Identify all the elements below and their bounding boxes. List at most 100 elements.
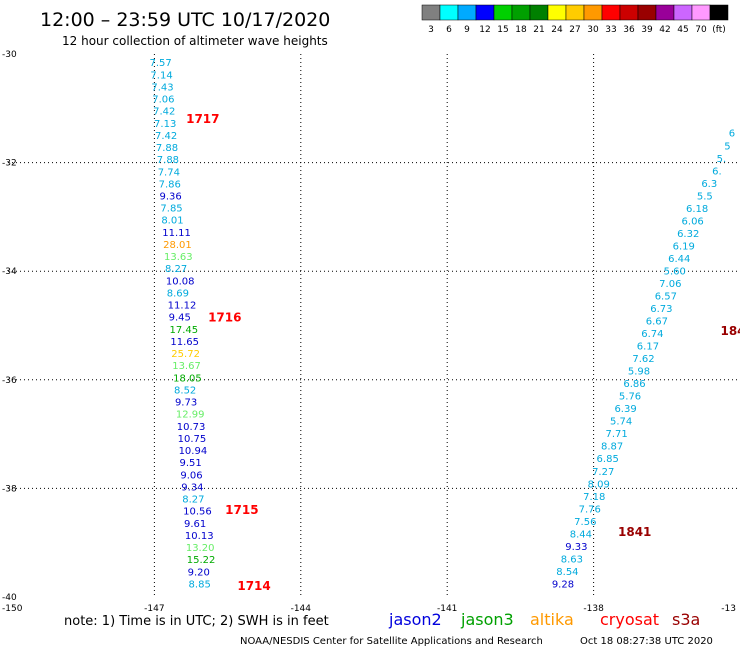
colorbar-label: 30: [587, 25, 599, 35]
wave-height-point: 11.65: [170, 337, 199, 348]
colorbar-label: 36: [623, 25, 635, 35]
chart-title: 12:00 – 23:59 UTC 10/17/2020: [40, 9, 330, 31]
satellite-cryosat: cryosat: [600, 610, 659, 629]
colorbar-swatch: [637, 4, 657, 21]
wave-height-point: 7.42: [153, 107, 175, 118]
satellite-jason3: jason3: [460, 610, 514, 629]
pass-time-label: 184: [720, 324, 740, 338]
pass-time-label: 1715: [225, 503, 258, 517]
wave-height-point: 6.: [712, 166, 722, 177]
wave-height-point: 7.57: [150, 58, 172, 69]
wave-height-point: 17.45: [169, 325, 198, 336]
wave-height-point: 10.73: [177, 422, 206, 433]
wave-height-point: 6.57: [655, 291, 677, 302]
wave-height-point: 6.06: [682, 216, 704, 227]
wave-height-point: 6: [729, 129, 735, 140]
wave-height-point: 8.87: [601, 442, 623, 453]
colorbar-swatch: [709, 4, 729, 21]
colorbar-swatch: [547, 4, 567, 21]
colorbar-swatch: [565, 4, 585, 21]
colorbar-label: 27: [569, 25, 580, 35]
wave-height-point: 10.13: [185, 531, 214, 542]
wave-height-point: 7.62: [632, 354, 654, 365]
wave-height-point: 13.20: [186, 543, 215, 554]
wave-height-point: 5.60: [664, 266, 686, 277]
x-tick-label: -138: [583, 604, 604, 614]
colorbar-swatch: [691, 4, 711, 21]
wave-height-point: 8.85: [189, 579, 211, 590]
y-tick-label: -40: [2, 593, 17, 603]
wave-height-point: 8.52: [174, 385, 196, 396]
wave-height-point: 10.08: [166, 276, 195, 287]
wave-height-point: 6.17: [637, 342, 659, 353]
wave-height-point: 5.: [717, 154, 727, 165]
wave-height-point: 8.27: [182, 495, 204, 506]
wave-height-point: 18.05: [173, 373, 202, 384]
wave-height-point: 6.86: [623, 379, 645, 390]
wave-height-point: 6.3: [701, 179, 717, 190]
colorbar-swatch: [529, 4, 549, 21]
wave-height-point: 7.43: [151, 82, 173, 93]
colorbar-label: 12: [479, 25, 490, 35]
wave-height-point: 7.56: [574, 517, 596, 528]
y-tick-label: -34: [2, 267, 17, 277]
footer-credit: NOAA/NESDIS Center for Satellite Applica…: [240, 636, 543, 647]
wave-height-point: 9.36: [160, 191, 182, 202]
wave-height-point: 9.06: [180, 470, 202, 481]
wave-height-point: 7.42: [155, 131, 177, 142]
colorbar-swatch: [655, 4, 675, 21]
colorbar-swatch: [619, 4, 639, 21]
wave-height-point: 6.39: [614, 404, 636, 415]
wave-height-point: 8.69: [167, 288, 189, 299]
colorbar-label: 3: [428, 25, 434, 35]
longitude-tick-labels: -150 -147 -144 -141 -138 -13: [2, 604, 736, 614]
x-tick-label: -147: [144, 604, 164, 614]
wave-height-values: 7.577.147.437.067.427.137.427.887.887.74…: [150, 58, 736, 590]
wave-height-point: 7.06: [659, 279, 681, 290]
map-grid: [8, 54, 740, 597]
colorbar-label: 42: [659, 25, 670, 35]
colorbar-label: 70: [695, 25, 707, 35]
wave-height-point: 7.27: [592, 467, 614, 478]
colorbar-label: 21: [533, 25, 544, 35]
satellite-legend: jason2 jason3 altika cryosat s3a: [388, 610, 700, 629]
wave-height-point: 12.99: [176, 410, 205, 421]
colorbar-label: 39: [641, 25, 653, 35]
colorbar-swatch: [439, 4, 459, 21]
colorbar-label: 18: [515, 25, 527, 35]
colorbar-label: 9: [464, 25, 470, 35]
wave-height-point: 10.75: [178, 434, 207, 445]
wave-height-point: 7.71: [605, 429, 627, 440]
wave-height-point: 13.63: [164, 252, 193, 263]
x-tick-label: -150: [2, 604, 23, 614]
colorbar-label: 24: [551, 25, 563, 35]
wave-height-point: 5.5: [697, 191, 713, 202]
latitude-tick-labels: -30 -32 -34 -36 -38 -40: [2, 50, 17, 603]
wave-height-point: 8.01: [161, 216, 183, 227]
wave-height-point: 6.73: [650, 304, 672, 315]
x-tick-label: -141: [437, 604, 457, 614]
wave-height-point: 5.76: [619, 392, 641, 403]
x-tick-label: -144: [291, 604, 312, 614]
wave-height-point: 5.98: [628, 367, 650, 378]
footer-timestamp: Oct 18 08:27:38 UTC 2020: [580, 636, 713, 647]
wave-height-point: 25.72: [171, 349, 200, 360]
wave-height-point: 9.51: [179, 458, 201, 469]
wave-height-point: 28.01: [163, 240, 192, 251]
pass-time-label: 1716: [208, 310, 241, 324]
wave-height-point: 7.76: [579, 504, 601, 515]
pass-time-label: 1714: [237, 579, 270, 593]
colorbar-swatch: [493, 4, 513, 21]
colorbar-swatch: [673, 4, 693, 21]
wave-height-point: 7.86: [159, 179, 181, 190]
wave-height-point: 7.13: [154, 119, 176, 130]
wave-height-point: 7.06: [152, 95, 174, 106]
wave-height-point: 10.94: [179, 446, 208, 457]
colorbar-swatch: [601, 4, 621, 21]
wave-height-point: 6.85: [597, 454, 619, 465]
wave-height-point: 8.63: [561, 554, 583, 565]
wave-height-point: 6.67: [646, 317, 668, 328]
wave-height-point: 9.61: [184, 519, 206, 530]
wave-height-point: 5: [724, 141, 730, 152]
